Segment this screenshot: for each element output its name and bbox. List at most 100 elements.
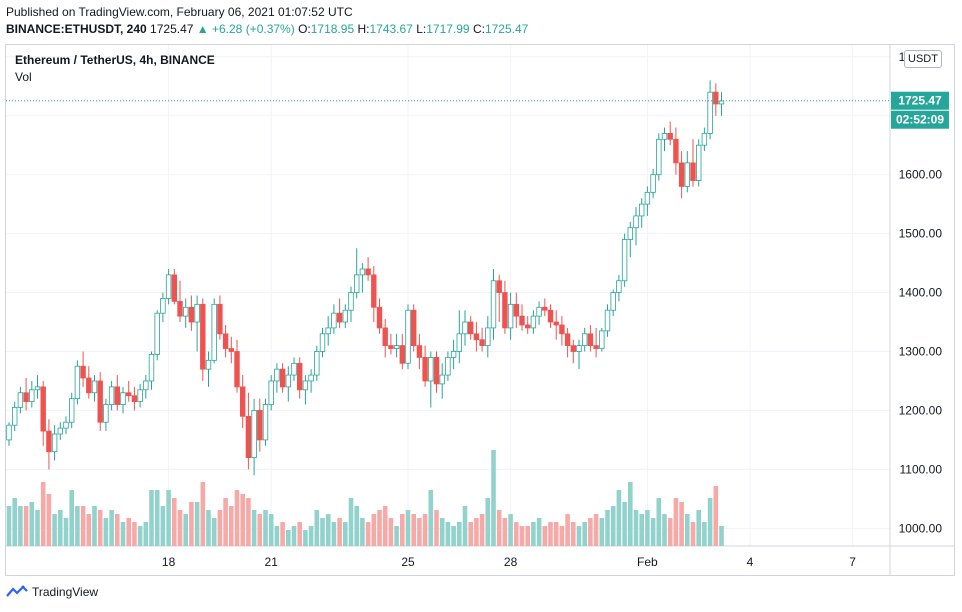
volume-bar xyxy=(211,518,217,546)
candle-body xyxy=(34,386,41,391)
volume-bar xyxy=(314,510,320,546)
volume-bar xyxy=(46,494,52,546)
candle-body xyxy=(445,356,451,376)
candle-body xyxy=(684,162,690,187)
volume-bar xyxy=(417,518,422,546)
countdown-badge xyxy=(891,110,949,129)
volume-bar xyxy=(86,514,92,546)
volume-bar xyxy=(531,522,536,546)
candle-body xyxy=(507,303,514,329)
candle-body xyxy=(348,292,354,311)
volume-bar xyxy=(628,482,633,546)
candle-body xyxy=(502,292,508,329)
time-tick-label: 28 xyxy=(504,555,518,569)
footer-brand: TradingView xyxy=(32,585,99,599)
price-tick-label: 1400.00 xyxy=(899,286,943,300)
candle-body xyxy=(405,309,411,364)
price-tick-label: 1500.00 xyxy=(899,227,943,241)
volume-bar xyxy=(468,522,473,546)
candle-body xyxy=(359,268,366,276)
volume-bar xyxy=(371,514,377,546)
legend-volume[interactable]: Vol xyxy=(15,70,32,84)
volume-bar xyxy=(240,494,245,546)
volume-bar xyxy=(132,522,137,546)
candle-body xyxy=(667,133,673,140)
volume-bar xyxy=(679,502,684,546)
volume-bar xyxy=(713,486,719,546)
volume-bar xyxy=(542,526,548,546)
candle-body xyxy=(291,362,297,376)
candle-body xyxy=(365,268,371,276)
candle-body xyxy=(6,424,12,441)
candle-body xyxy=(205,359,212,370)
candle-body xyxy=(564,333,571,347)
candle-body xyxy=(690,162,696,181)
candle-body xyxy=(382,327,388,346)
volume-bar xyxy=(337,518,342,546)
volume-bar xyxy=(325,514,331,546)
open-value: 1718.95 xyxy=(310,22,355,36)
candle-body xyxy=(376,306,383,329)
candle-body xyxy=(97,380,103,423)
candle-body xyxy=(718,100,725,105)
candle-body xyxy=(621,239,628,282)
volume-bar xyxy=(479,514,485,546)
volume-bar xyxy=(548,522,553,546)
candle-body xyxy=(485,327,491,346)
volume-bar xyxy=(58,510,63,546)
volume-bar xyxy=(394,526,399,546)
candle-body xyxy=(639,203,645,217)
candle-body xyxy=(126,392,132,397)
volume-bar xyxy=(474,518,479,546)
volume-bar xyxy=(297,522,302,546)
candle-body xyxy=(188,306,195,323)
candle-body xyxy=(559,324,565,335)
volume-bar xyxy=(360,518,365,546)
volume-bar xyxy=(622,502,627,546)
symbol-label[interactable]: BINANCE:ETHUSDT, 240 xyxy=(6,22,147,36)
last-price-badge xyxy=(891,91,949,110)
candle-body xyxy=(74,365,81,400)
candle-body xyxy=(530,315,537,329)
candle-body xyxy=(331,312,337,329)
volume-bar xyxy=(565,514,570,546)
volume-bar xyxy=(137,526,143,546)
candle-body xyxy=(160,298,166,314)
legend-title[interactable]: Ethereum / TetherUS, 4h, BINANCE xyxy=(15,53,215,67)
candle-body xyxy=(462,321,468,335)
volume-bar xyxy=(673,498,679,546)
volume-bar xyxy=(639,514,644,546)
price-tick-label: 1600.00 xyxy=(899,168,943,182)
candle-body xyxy=(342,309,348,323)
volume-bar xyxy=(263,510,268,546)
candle-body xyxy=(371,274,377,308)
candle-body xyxy=(217,303,223,335)
volume-bar xyxy=(382,506,388,546)
candle-body xyxy=(610,292,616,311)
candle-body xyxy=(650,174,656,193)
volume-bar xyxy=(508,514,513,546)
currency-button[interactable]: USDT xyxy=(904,50,942,68)
volume-bar xyxy=(206,510,211,546)
volume-bar xyxy=(525,526,530,546)
candle-body xyxy=(336,312,343,323)
candle-body xyxy=(410,309,417,346)
candle-body xyxy=(63,421,69,429)
volume-bar xyxy=(354,506,359,546)
volume-bar xyxy=(80,506,86,546)
last-price: 1725.47 xyxy=(150,22,194,36)
volume-bar xyxy=(229,506,234,546)
close-value: 1725.47 xyxy=(484,22,529,36)
candle-body xyxy=(661,133,668,140)
volume-bar xyxy=(348,498,354,546)
candle-body xyxy=(416,345,423,358)
high-value: 1743.67 xyxy=(369,22,413,36)
volume-bar xyxy=(18,506,23,546)
volume-bar xyxy=(291,526,297,546)
volume-bar xyxy=(588,518,593,546)
volume-bar xyxy=(582,522,587,546)
candle-body xyxy=(604,309,611,332)
volume-bar xyxy=(194,502,200,546)
tradingview-logo[interactable]: TradingView xyxy=(6,585,98,599)
